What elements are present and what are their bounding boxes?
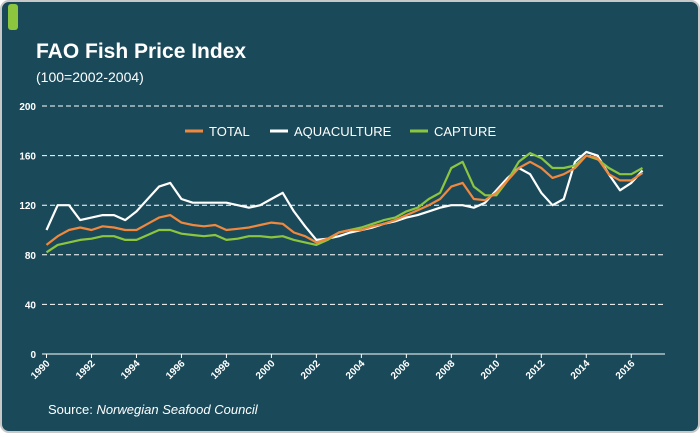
legend-label: CAPTURE [434, 124, 496, 139]
y-tick-label: 120 [19, 201, 36, 212]
series-line [45, 150, 644, 241]
y-tick-label: 160 [19, 152, 36, 163]
y-tick-label: 80 [25, 251, 37, 262]
tab [8, 4, 18, 30]
source-label: Source: [48, 402, 93, 417]
y-tick-label: 0 [30, 350, 36, 361]
chart-title: FAO Fish Price Index [36, 40, 246, 63]
series-line [45, 154, 644, 246]
source-name: Norwegian Seafood Council [96, 402, 258, 417]
source: Source: Norwegian Seafood Council [48, 402, 259, 417]
legend-label: TOTAL [209, 124, 250, 139]
chart-subtitle: (100=2002-2004) [36, 69, 144, 85]
y-tick-label: 40 [25, 300, 37, 311]
legend-label: AQUACULTURE [294, 124, 392, 139]
y-tick-label: 200 [19, 102, 36, 113]
